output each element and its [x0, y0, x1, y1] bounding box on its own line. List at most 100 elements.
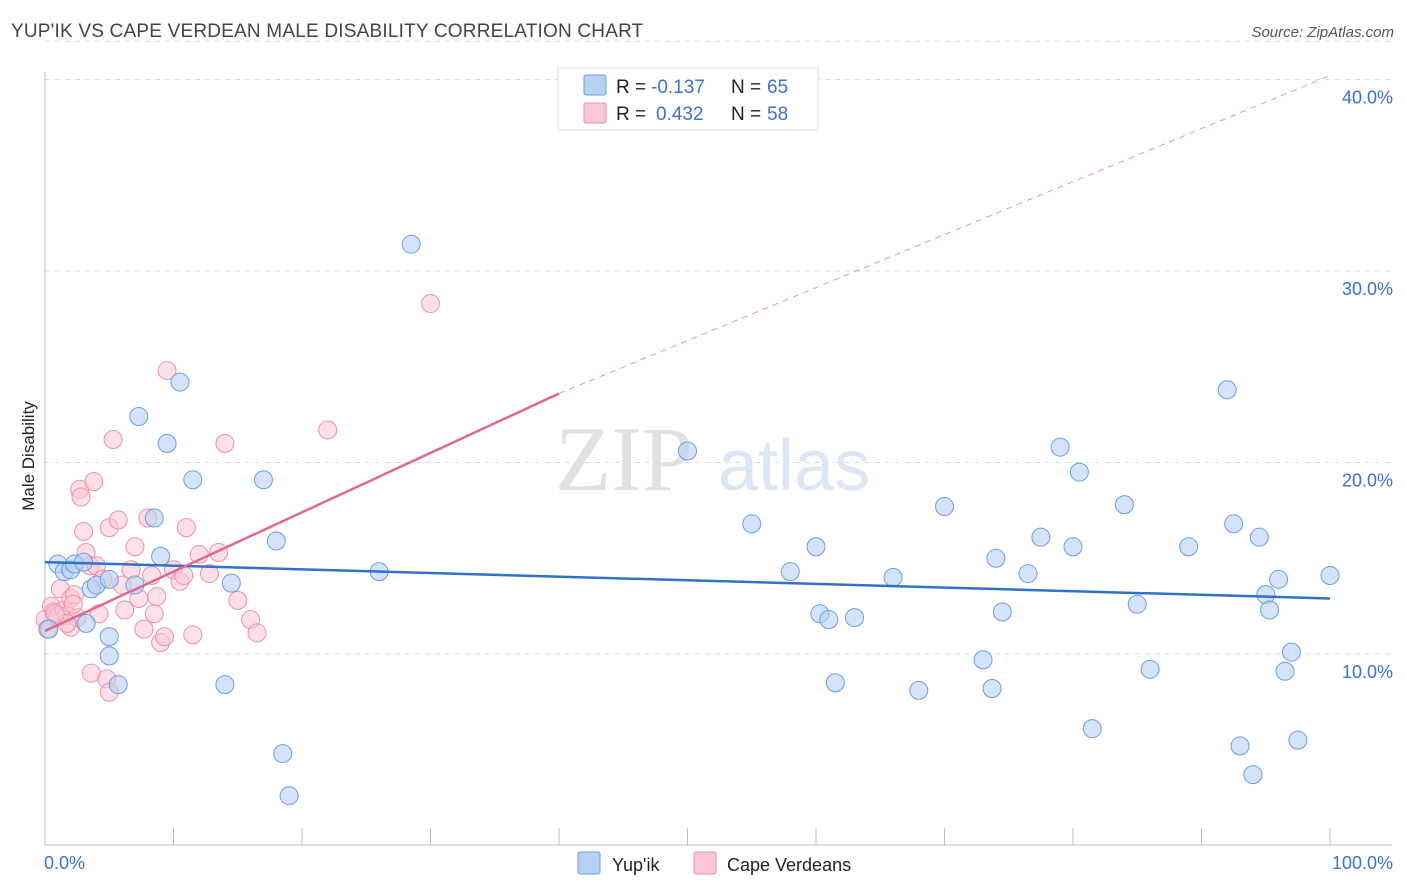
grid [45, 40, 1392, 655]
yupik-point [1224, 514, 1244, 534]
yupik-point [183, 470, 203, 490]
cape-verdeans-point [147, 587, 167, 607]
yupik-points [39, 234, 1340, 806]
yupik-point [1179, 537, 1199, 557]
yupik-point [1230, 736, 1250, 756]
yupik-point [1018, 564, 1038, 584]
cape-verdeans-point [318, 420, 338, 440]
x-tick-labels: 0.0% 100.0% [44, 853, 1393, 873]
yupik-point [825, 673, 845, 693]
yupik-point [108, 675, 128, 695]
y-tick-label: 30.0% [1342, 279, 1393, 299]
cape-verdeans-points [35, 294, 440, 702]
yupik-point [1275, 661, 1295, 681]
cape-verdeans-point [421, 294, 440, 314]
yupik-point [1269, 569, 1289, 589]
cape-verdeans-point [103, 430, 123, 450]
yupik-point [144, 508, 164, 528]
yupik-point [992, 602, 1012, 622]
yupik-point [806, 537, 826, 557]
yupik-point [1114, 495, 1134, 515]
yupik-point [99, 569, 119, 589]
yupik-point [1249, 527, 1269, 547]
series-label-cape: Cape Verdeans [727, 855, 851, 875]
cape-verdeans-point [199, 564, 219, 584]
legend-r-label-cape: R = [616, 104, 646, 125]
yupik-point [401, 234, 421, 254]
cape-verdeans-point [215, 433, 235, 453]
series-legend: Yup'ik Cape Verdeans [577, 851, 851, 875]
yupik-point [678, 441, 697, 461]
cape-trend-extension [558, 75, 1331, 395]
legend-n-value-yupik: 65 [767, 77, 788, 98]
yupik-point [742, 514, 762, 534]
axes [44, 72, 1392, 846]
y-tick-labels: 10.0% 20.0% 30.0% 40.0% [1342, 88, 1393, 683]
yupik-point [1082, 719, 1102, 739]
yupik-point [273, 744, 293, 764]
series-label-yupik: Yup'ik [612, 855, 660, 875]
yupik-trend-line [44, 560, 1331, 600]
yupik-point [986, 548, 1006, 568]
yupik-point [935, 497, 954, 517]
yupik-point [221, 573, 241, 593]
yupik-point [1140, 659, 1160, 679]
cape-verdeans-point [74, 521, 94, 541]
legend-r-value-yupik: -0.137 [651, 77, 705, 98]
watermark: ZIP atlas [555, 408, 870, 510]
yupik-point [266, 531, 286, 551]
yupik-point [909, 680, 929, 700]
watermark-zip: ZIP [555, 408, 693, 510]
cape-trend-line [44, 392, 560, 633]
yupik-point [1260, 600, 1280, 620]
cape-verdeans-point [134, 619, 154, 639]
y-axis-label: Male Disability [19, 401, 38, 511]
yupik-point [76, 613, 96, 633]
cape-verdeans-point [157, 361, 177, 381]
yupik-point [129, 407, 149, 427]
yupik-point [151, 546, 171, 566]
x-tick-label: 0.0% [44, 853, 85, 873]
y-tick-label: 40.0% [1342, 88, 1393, 108]
legend-n-label-yupik: N = [731, 77, 761, 98]
y-tick-label: 20.0% [1342, 471, 1393, 491]
yupik-point [982, 678, 1002, 698]
yupik-point [1069, 462, 1089, 482]
watermark-atlas: atlas [718, 426, 870, 506]
cape-verdeans-point [115, 600, 135, 620]
cape-verdeans-point [84, 472, 104, 492]
correlation-legend: R = -0.137 N = 65 R = 0.432 N = 58 [557, 67, 819, 131]
cape-verdeans-point [183, 625, 203, 645]
cape-verdeans-point [125, 537, 145, 557]
yupik-point [170, 372, 190, 392]
yupik-point [157, 433, 177, 453]
cape-verdeans-point [63, 594, 83, 614]
cape-verdeans-point [144, 604, 164, 624]
y-tick-label: 10.0% [1342, 662, 1393, 682]
series-swatch-cape [693, 851, 717, 875]
yupik-point [883, 567, 903, 587]
yupik-point [1031, 527, 1051, 547]
yupik-point [1050, 437, 1070, 457]
yupik-point [780, 562, 800, 582]
legend-n-label-cape: N = [731, 104, 761, 125]
legend-r-label-yupik: R = [616, 77, 646, 98]
yupik-point [1281, 642, 1301, 662]
legend-n-value-cape: 58 [767, 104, 788, 125]
legend-r-value-cape: 0.432 [656, 104, 704, 125]
cape-verdeans-point [247, 623, 267, 643]
cape-verdeans-point [228, 590, 248, 610]
yupik-point [1243, 765, 1263, 785]
cape-verdeans-point [176, 518, 196, 538]
cape-verdeans-point [108, 510, 128, 530]
yupik-point [1288, 730, 1308, 750]
chart-source: Source: ZipAtlas.com [1251, 24, 1394, 41]
yupik-point [279, 786, 299, 806]
yupik-point [1063, 537, 1083, 557]
x-tick-label: 100.0% [1332, 853, 1393, 873]
trend-lines [44, 75, 1331, 633]
yupik-point [845, 608, 865, 628]
yupik-point [973, 650, 993, 670]
cape-verdeans-point [155, 627, 175, 647]
